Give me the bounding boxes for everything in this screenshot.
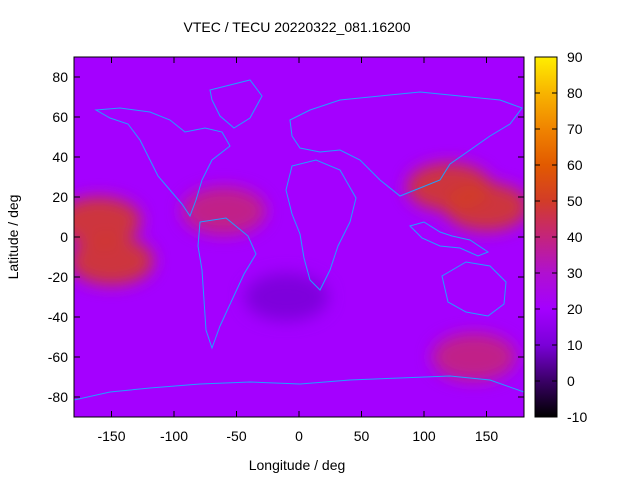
y-tick-label: -20 [48, 269, 68, 285]
x-tick-label: 50 [354, 428, 370, 444]
vtec-feature-6 [244, 273, 329, 321]
coastline-south-america [197, 217, 257, 350]
vtec-feature-1 [407, 163, 491, 211]
colorbar-tick-label: 0 [567, 373, 575, 389]
vtec-feature-5 [432, 333, 516, 381]
vtec-feature-4 [182, 187, 266, 235]
x-axis: -150 -100 -50 0 50 100 150 [97, 57, 498, 444]
colorbar-tick-label: 70 [567, 121, 583, 137]
y-tick-label: -60 [48, 349, 68, 365]
colorbar-tick-label: -10 [567, 409, 587, 425]
y-tick-label: 0 [60, 229, 68, 245]
vtec-feature-2 [74, 197, 141, 245]
vtec-features [74, 163, 524, 381]
coastline-australia [441, 261, 507, 317]
y-axis-label: Latitude / deg [5, 195, 21, 280]
colorbar-tick-label: 40 [567, 229, 583, 245]
coastline-europe-asia [289, 91, 523, 197]
x-tick-label: -150 [97, 428, 125, 444]
y-tick-label: 60 [52, 109, 68, 125]
y-tick-label: 80 [52, 69, 68, 85]
colorbar-tick-label: 10 [567, 337, 583, 353]
coastline-indonesia [409, 221, 490, 257]
colorbar-tick-label: 80 [567, 85, 583, 101]
coastline-antarctica [74, 375, 524, 401]
x-tick-label: -50 [226, 428, 246, 444]
x-axis-label: Longitude / deg [249, 457, 346, 473]
x-tick-label: 0 [295, 428, 303, 444]
colorbar-tick-label: 50 [567, 193, 583, 209]
colorbar-tick-label: 30 [567, 265, 583, 281]
y-tick-label: 20 [52, 189, 68, 205]
y-axis: -80 -60 -40 -20 0 20 40 60 80 [48, 69, 524, 405]
vtec-feature-3 [74, 237, 154, 285]
y-tick-label: 40 [52, 149, 68, 165]
coastline-africa [285, 159, 357, 291]
y-tick-label: -80 [48, 389, 68, 405]
y-tick-label: -40 [48, 309, 68, 325]
x-tick-label: 100 [412, 428, 436, 444]
chart-title: VTEC / TECU 20220322_081.16200 [183, 19, 410, 35]
colorbar-ticks: -10 0 10 20 30 40 50 60 70 80 90 [535, 49, 587, 425]
coastlines [74, 79, 524, 401]
coastline-greenland [209, 79, 263, 129]
x-tick-label: 150 [475, 428, 499, 444]
colorbar-tick-label: 60 [567, 157, 583, 173]
colorbar-tick-label: 90 [567, 49, 583, 65]
x-tick-label: -100 [160, 428, 188, 444]
coastline-north-america [94, 107, 231, 218]
colorbar-tick-label: 20 [567, 301, 583, 317]
